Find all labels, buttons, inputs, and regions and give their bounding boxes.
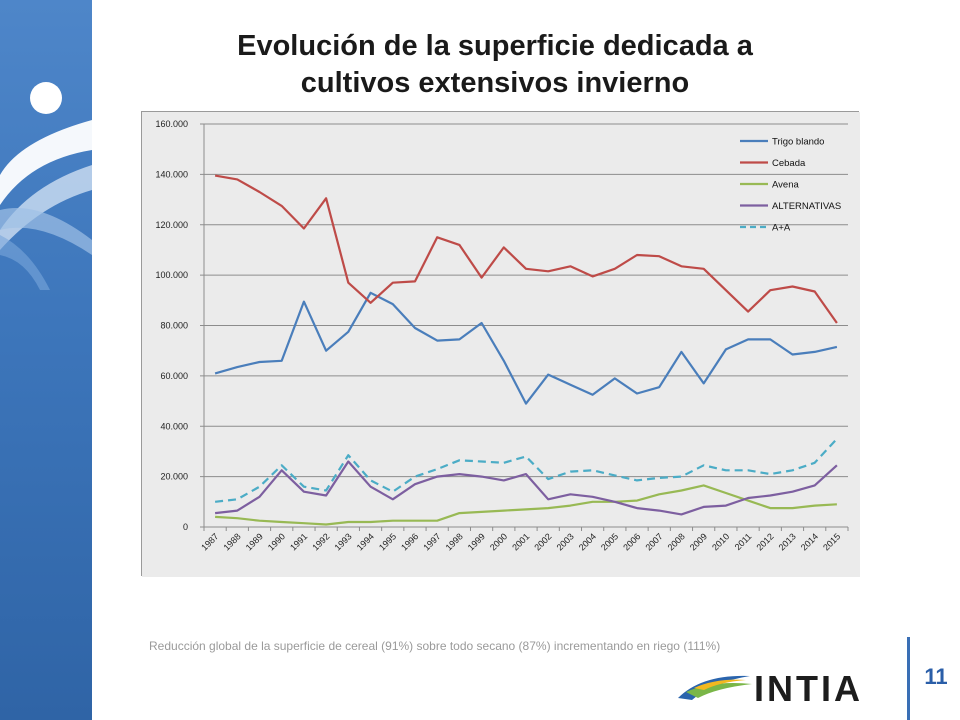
y-tick-label: 20.000 xyxy=(160,472,188,482)
legend-label: Trigo blando xyxy=(772,137,824,148)
intia-logo-icon xyxy=(678,675,752,700)
sidebar-dot-icon xyxy=(30,82,62,114)
title-line-1: Evolución de la superficie dedicada a xyxy=(237,30,753,62)
page-number: 11 xyxy=(924,664,948,689)
y-tick-label: 40.000 xyxy=(160,421,188,431)
swoosh-decoration-icon xyxy=(0,82,92,290)
y-axis: 0 20.000 40.000 60.000 80.000 100.000 120.000 1… xyxy=(155,119,205,532)
legend-label: ALTERNATIVAS xyxy=(772,201,841,212)
legend: Trigo blando Cebada Avena ALTERNATIVAS A+A xyxy=(740,137,841,234)
y-tick-label: 60.000 xyxy=(160,371,188,381)
y-tick-label: 140.000 xyxy=(155,169,188,179)
gridlines xyxy=(204,123,848,528)
series-line-0 xyxy=(214,291,838,405)
series-lines xyxy=(214,174,838,526)
series-line-1 xyxy=(214,174,838,324)
y-tick-label: 160.000 xyxy=(155,119,188,129)
sidebar-decoration xyxy=(0,0,92,720)
series-line-3 xyxy=(214,460,838,516)
line-chart: 0 20.000 40.000 60.000 80.000 100.000 120.000 1… xyxy=(141,111,860,577)
caption-text: Reducción global de la superficie de cer… xyxy=(149,639,721,653)
logo-text: INTIA xyxy=(754,668,863,709)
chart-background xyxy=(142,112,860,577)
footer-divider xyxy=(907,637,910,720)
legend-label: Avena xyxy=(772,180,799,191)
legend-label: Cebada xyxy=(772,158,806,169)
page-title: Evolución de la superficie dedicada a cu… xyxy=(150,28,840,102)
legend-label: A+A xyxy=(772,223,791,234)
series-line-4 xyxy=(214,438,838,503)
y-tick-label: 100.000 xyxy=(155,270,188,280)
series-line-2 xyxy=(215,484,837,526)
title-line-2: cultivos extensivos invierno xyxy=(300,67,690,99)
y-tick-label: 0 xyxy=(183,522,188,532)
chart-canvas: 0 20.000 40.000 60.000 80.000 100.000 120.000 1… xyxy=(142,112,860,577)
y-tick-label: 80.000 xyxy=(160,321,188,331)
y-tick-label: 120.000 xyxy=(155,220,188,230)
